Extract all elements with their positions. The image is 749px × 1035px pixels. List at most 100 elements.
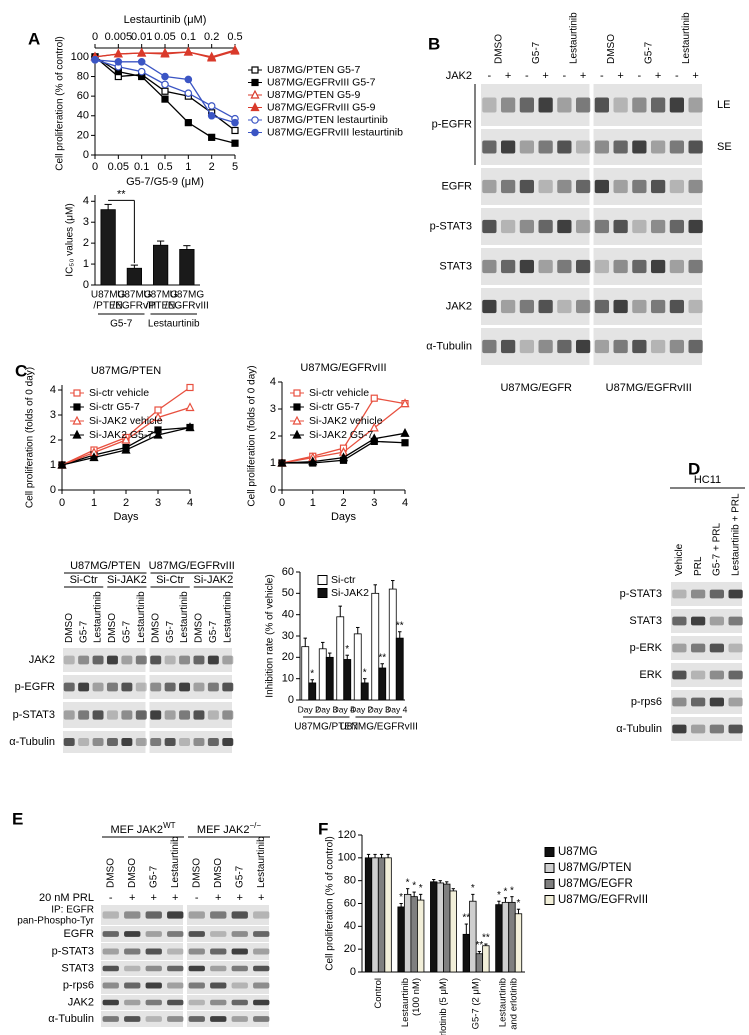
- treatment-value: -: [675, 70, 679, 82]
- marker: [57, 459, 67, 469]
- legend-label: U87MG/PTEN: [558, 862, 632, 874]
- blot-band: [167, 911, 184, 919]
- marker: [121, 444, 131, 454]
- blot-strip: [149, 731, 232, 753]
- bar: [360, 682, 369, 701]
- treatment-value: +: [237, 892, 243, 904]
- bar: [508, 901, 516, 973]
- lane-label: Lestaurtinib + PRL: [730, 493, 741, 576]
- blot-band: [179, 682, 191, 692]
- blot-band: [632, 97, 647, 113]
- blot-strip: [187, 977, 269, 994]
- significance-label: **: [117, 188, 126, 200]
- blot-band: [167, 982, 184, 989]
- blot-band: [253, 965, 270, 972]
- blot-band: [210, 982, 227, 989]
- bar: [353, 633, 362, 701]
- x-tick-label: Day 4: [333, 704, 355, 714]
- blot-band: [688, 140, 703, 154]
- blot-band: [106, 710, 118, 720]
- blot-band: [672, 697, 687, 707]
- treatment-value: -: [563, 70, 567, 82]
- lane-label: Lestaurtinib: [256, 836, 267, 888]
- blot-band: [210, 965, 227, 972]
- panel-label: D: [688, 459, 700, 478]
- y-tick-label: 80: [344, 875, 356, 887]
- blot-band: [164, 655, 176, 665]
- blot-strip: [593, 328, 702, 365]
- lane-label: G5-7 + PRL: [712, 522, 723, 576]
- treatment-value: -: [525, 70, 529, 82]
- blot-band: [557, 97, 572, 113]
- blot-band: [193, 682, 205, 692]
- lane-label: G5-7: [148, 865, 159, 888]
- y-tick-label: 30: [282, 630, 294, 642]
- blot-band: [231, 1016, 248, 1022]
- condition-label: Si-JAK2: [107, 574, 147, 586]
- y-tick-label: 0: [288, 694, 294, 706]
- panel-label: A: [28, 29, 40, 48]
- blot-strip: [671, 690, 742, 714]
- blot-band: [207, 682, 219, 692]
- blot-band: [613, 97, 628, 113]
- group-label: Lestaurtinib: [148, 319, 200, 330]
- marker: [207, 111, 216, 120]
- blot-band: [594, 339, 609, 354]
- blot-band: [124, 965, 141, 972]
- marker: [161, 80, 169, 89]
- blot-band: [519, 97, 534, 113]
- blot-band: [193, 655, 205, 665]
- chart-title: U87MG/EGFRvIII: [300, 362, 386, 374]
- blot-band: [613, 140, 628, 154]
- treatment-value: +: [542, 70, 548, 82]
- condition-label: Si-Ctr: [156, 574, 184, 586]
- treatment-value: +: [692, 70, 698, 82]
- x-tick-label: /PTEN: [93, 301, 122, 312]
- marker: [89, 452, 99, 462]
- treatment-value: +: [215, 892, 221, 904]
- blot-band: [669, 299, 684, 314]
- blot-band: [124, 911, 141, 919]
- blot-band: [594, 219, 609, 234]
- bar: [377, 857, 386, 973]
- blot-band: [632, 339, 647, 354]
- legend-label: U87MG: [558, 846, 598, 858]
- significance-star: *: [503, 886, 507, 897]
- x-tick-label: 2: [209, 161, 215, 173]
- y-tick-label: 0: [50, 484, 56, 496]
- blot-band: [164, 738, 176, 746]
- y-axis-label: IC₅₀ values (μM): [65, 203, 76, 276]
- blot-band: [651, 259, 666, 274]
- marker: [154, 406, 162, 414]
- blot-band: [519, 140, 534, 154]
- legend-label: U87MG/PTEN G5-7: [267, 64, 361, 76]
- row-label: α-Tubulin: [9, 736, 55, 748]
- blot-band: [207, 655, 219, 665]
- y-tick-label: 60: [282, 566, 294, 578]
- marker: [186, 383, 194, 392]
- y-tick-label: 100: [71, 51, 89, 63]
- significance-star: *: [406, 877, 410, 888]
- blot-band: [222, 682, 234, 692]
- marker: [231, 139, 239, 147]
- significance-star: **: [482, 933, 490, 944]
- blot-band: [728, 697, 743, 707]
- row-label: p-STAT3: [430, 220, 472, 232]
- blot-strip: [101, 961, 183, 976]
- x-tick-label: Day 2: [298, 704, 320, 714]
- blot-band: [669, 179, 684, 194]
- lane-label: Lestaurtinib: [136, 591, 147, 643]
- marker: [137, 47, 147, 57]
- y-axis-label: Cell proliferation (folds of 0 day): [25, 367, 36, 508]
- blot-band: [728, 616, 743, 626]
- blot-band: [557, 179, 572, 194]
- blot-band: [253, 999, 270, 1006]
- y-tick-label: 2: [50, 434, 56, 446]
- blot-band: [188, 982, 205, 989]
- significance-star: *: [510, 885, 514, 896]
- row-label: p-EGFR: [15, 681, 55, 693]
- blot-band: [121, 738, 133, 746]
- blot-strip: [671, 636, 742, 660]
- blot-band: [253, 1016, 270, 1022]
- blot-strip: [593, 208, 702, 245]
